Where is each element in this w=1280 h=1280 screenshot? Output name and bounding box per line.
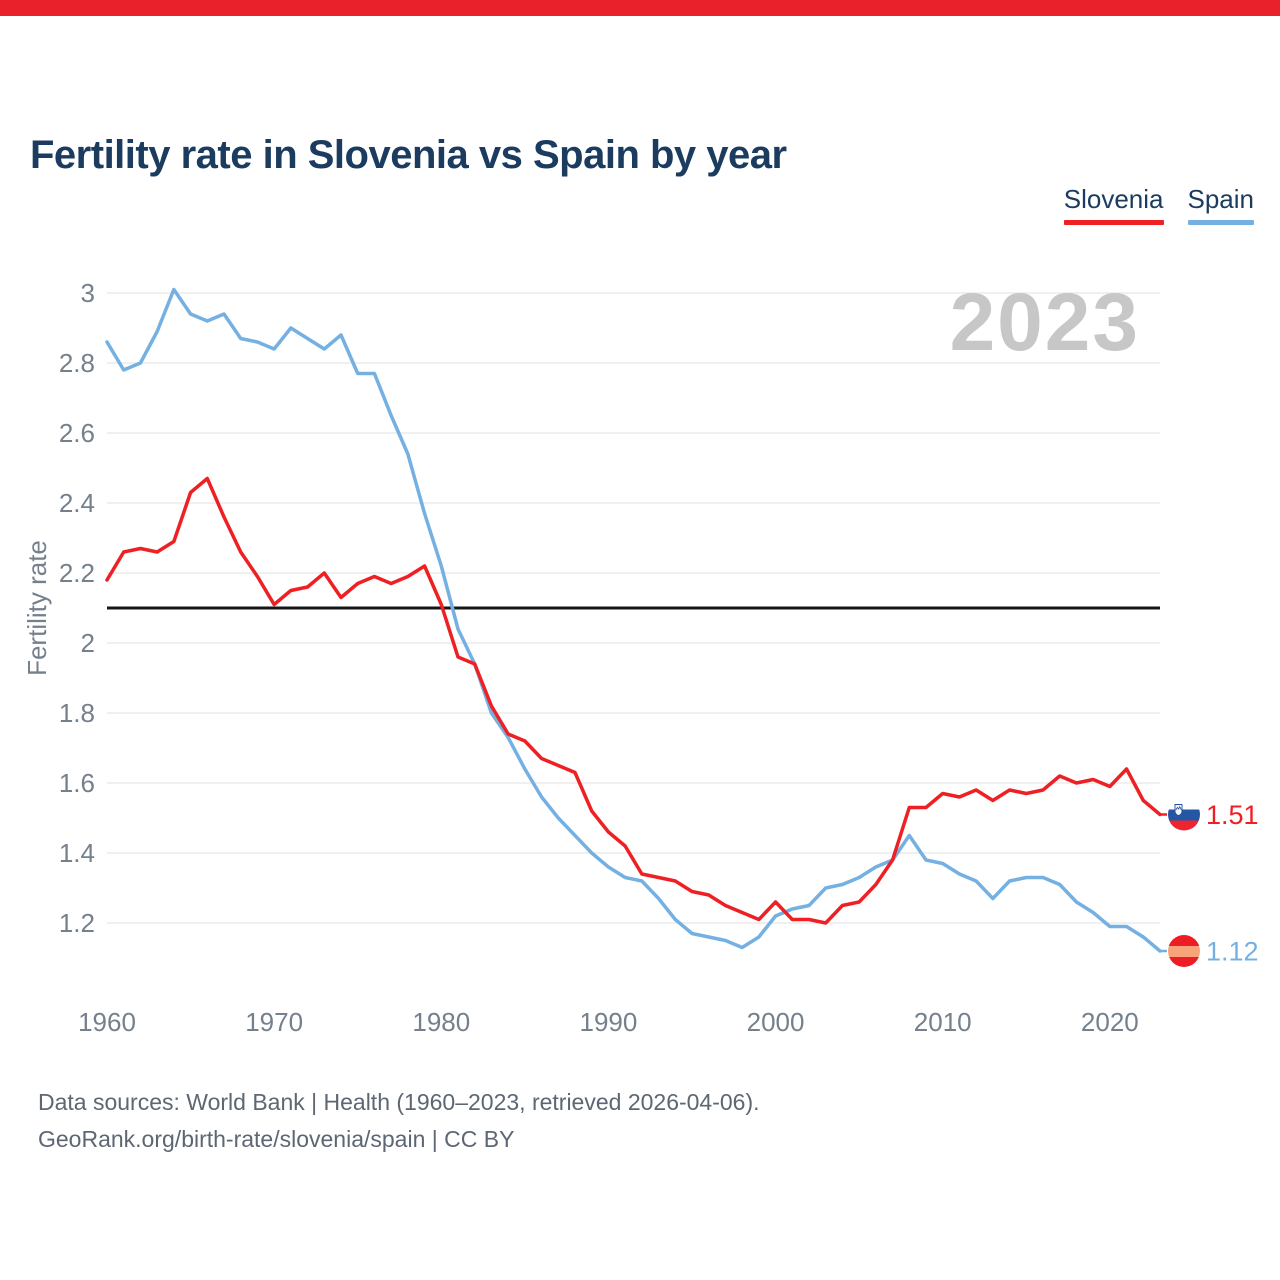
- slovenia-line: [105, 476, 1162, 925]
- y-axis-title: Fertility rate: [22, 540, 52, 676]
- y-tick-label: 2.4: [59, 488, 95, 518]
- y-tick-label: 1.4: [59, 838, 95, 868]
- legend-label-slovenia: Slovenia: [1063, 184, 1164, 214]
- y-tick-label: 2.2: [59, 558, 95, 588]
- slovenia-flag-icon: [1168, 798, 1200, 831]
- legend-label-spain: Spain: [1187, 184, 1255, 214]
- page-title: Fertility rate in Slovenia vs Spain by y…: [30, 132, 787, 177]
- watermark-year: 2023: [950, 277, 1140, 368]
- x-tick-label: 2000: [747, 1007, 805, 1037]
- source-line-2: GeoRank.org/birth-rate/slovenia/spain | …: [38, 1126, 515, 1152]
- y-tick-label: 3: [81, 278, 95, 308]
- y-tick-label: 2.8: [59, 348, 95, 378]
- y-tick-label: 1.2: [59, 908, 95, 938]
- spain-flag-icon: [1168, 935, 1200, 967]
- y-tick-label: 1.8: [59, 698, 95, 728]
- slovenia-end-value: 1.51: [1206, 800, 1259, 830]
- legend-underline-slovenia: [1063, 220, 1164, 225]
- legend-underline-spain: [1187, 220, 1254, 225]
- x-tick-label: 1980: [412, 1007, 470, 1037]
- x-tick-label: 1970: [245, 1007, 303, 1037]
- spain-end-value: 1.12: [1206, 937, 1259, 967]
- x-tick-label: 2010: [914, 1007, 972, 1037]
- source-line-1: Data sources: World Bank | Health (1960–…: [38, 1089, 760, 1115]
- brand-top-bar: [0, 0, 1280, 16]
- legend-item-spain[interactable]: Spain: [1187, 184, 1255, 225]
- legend: Slovenia Spain: [1063, 184, 1255, 225]
- source-note: Data sources: World Bank | Health (1960–…: [38, 1084, 760, 1158]
- spain-line: [105, 287, 1162, 953]
- y-tick-label: 2: [81, 628, 95, 658]
- x-tick-label: 1990: [580, 1007, 638, 1037]
- y-tick-label: 1.6: [59, 768, 95, 798]
- legend-item-slovenia[interactable]: Slovenia: [1063, 184, 1164, 225]
- y-tick-label: 2.6: [59, 418, 95, 448]
- x-tick-label: 2020: [1081, 1007, 1139, 1037]
- x-tick-label: 1960: [78, 1007, 136, 1037]
